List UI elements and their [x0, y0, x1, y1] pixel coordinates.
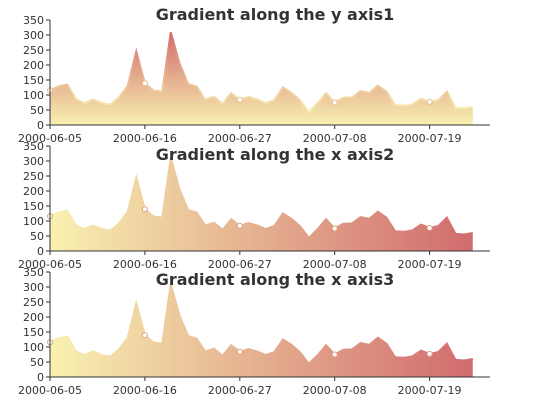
data-point[interactable] [141, 80, 148, 87]
x-tick-label: 2000-06-16 [113, 132, 177, 145]
data-point[interactable] [236, 96, 243, 103]
chart-title: Gradient along the y axis1 [156, 5, 395, 24]
area-fill [50, 158, 473, 251]
y-tick-label: 50 [30, 230, 44, 243]
y-tick-label: 300 [23, 281, 44, 294]
chart-panel-3: 0 50 100 150 200 250 300 350 2000-06-05 2000-06-1… [18, 266, 490, 397]
y-tick-label: 0 [37, 371, 44, 384]
y-tick-label: 350 [23, 14, 44, 27]
x-tick-label: 2000-06-05 [18, 132, 82, 145]
x-tick-label: 2000-07-08 [303, 132, 367, 145]
series-line [49, 284, 473, 366]
series-line [49, 158, 473, 240]
x-tick-label: 2000-07-19 [398, 132, 462, 145]
x-tick-label: 2000-06-16 [113, 258, 177, 271]
x-tick-label: 2000-06-05 [18, 258, 82, 271]
y-tick-label: 300 [23, 155, 44, 168]
data-point[interactable] [426, 350, 433, 357]
y-tick-label: 200 [23, 59, 44, 72]
x-tick-label: 2000-06-27 [208, 258, 272, 271]
y-tick-label: 300 [23, 29, 44, 42]
x-tick-label: 2000-06-16 [113, 384, 177, 397]
data-point[interactable] [236, 348, 243, 355]
chart-panel-2: 0 50 100 150 200 250 300 350 2000-06-05 2000-06-1… [18, 140, 490, 271]
y-tick-label: 250 [23, 170, 44, 183]
x-tick-label: 2000-06-05 [18, 384, 82, 397]
data-point[interactable] [331, 225, 338, 232]
y-tick-label: 200 [23, 185, 44, 198]
series-line [49, 32, 473, 114]
data-point[interactable] [141, 332, 148, 339]
y-tick-label: 100 [23, 341, 44, 354]
area-fill [50, 284, 473, 377]
chart-title: Gradient along the x axis3 [156, 270, 395, 289]
y-tick-label: 200 [23, 311, 44, 324]
y-tick-label: 100 [23, 89, 44, 102]
x-tick-label: 2000-06-27 [208, 132, 272, 145]
y-tick-label: 150 [23, 74, 44, 87]
chart-panel-1: 0 50 100 150 200 250 300 350 2000-06-05 2000-06-1… [18, 5, 490, 145]
y-tick-label: 50 [30, 356, 44, 369]
data-point[interactable] [426, 224, 433, 231]
y-tick-label: 250 [23, 296, 44, 309]
data-point[interactable] [141, 206, 148, 213]
y-tick-label: 150 [23, 326, 44, 339]
x-tick-label: 2000-06-27 [208, 384, 272, 397]
y-tick-label: 0 [37, 245, 44, 258]
y-tick-label: 350 [23, 266, 44, 279]
data-point[interactable] [236, 222, 243, 229]
x-tick-label: 2000-07-19 [398, 384, 462, 397]
y-tick-label: 250 [23, 44, 44, 57]
y-tick-label: 350 [23, 140, 44, 153]
data-point[interactable] [426, 98, 433, 105]
x-tick-label: 2000-07-19 [398, 258, 462, 271]
y-tick-label: 0 [37, 119, 44, 132]
y-tick-label: 150 [23, 200, 44, 213]
area-fill [50, 32, 473, 125]
x-tick-label: 2000-07-08 [303, 384, 367, 397]
data-point[interactable] [331, 99, 338, 106]
chart-title: Gradient along the x axis2 [156, 145, 395, 164]
y-tick-label: 50 [30, 104, 44, 117]
data-point[interactable] [331, 351, 338, 358]
x-tick-label: 2000-07-08 [303, 258, 367, 271]
y-tick-label: 100 [23, 215, 44, 228]
